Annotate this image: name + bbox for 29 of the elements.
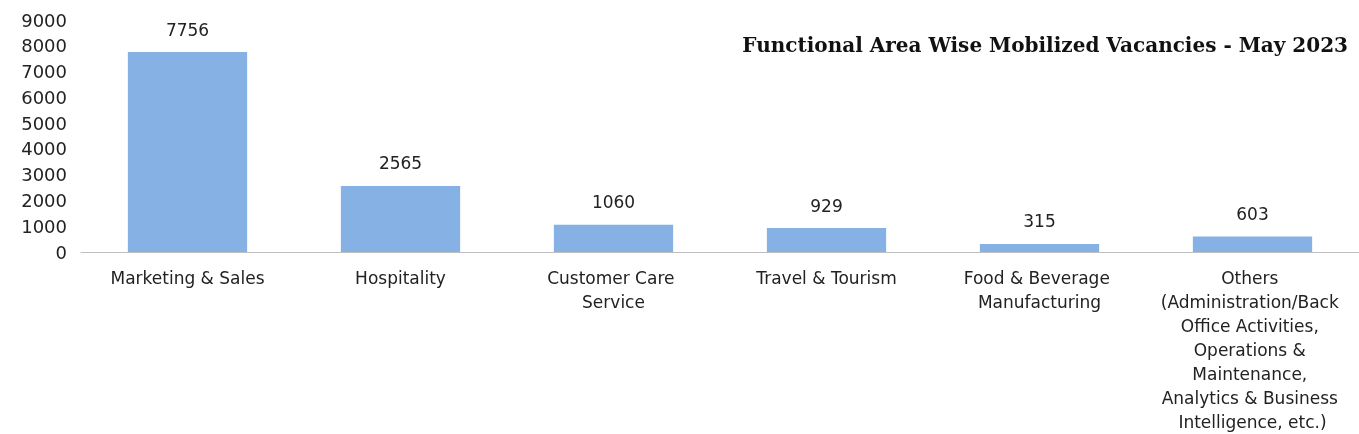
bar <box>979 243 1100 252</box>
y-tick-label: 6000 <box>21 86 67 108</box>
bar <box>340 185 461 252</box>
data-label: 2565 <box>378 153 423 174</box>
data-label: 7756 <box>165 19 210 40</box>
x-tick-label: Others (Administration/Back Office Activities, Operations & Maintenance, Analytics & Business Intelligence, etc.) <box>1160 268 1345 432</box>
x-tick-label: Customer Care Service <box>547 268 680 312</box>
x-tick-label: Hospitality <box>355 268 446 288</box>
data-label: 1060 <box>591 192 636 213</box>
x-tick-label: Travel & Tourism <box>755 268 897 288</box>
bar <box>553 224 674 252</box>
y-tick-label: 3000 <box>21 164 67 186</box>
y-tick-label: 8000 <box>21 35 67 57</box>
y-tick-label: 2000 <box>21 189 67 211</box>
data-label: 315 <box>1023 211 1056 232</box>
x-tick-label: Marketing & Sales <box>110 268 265 288</box>
data-label: 929 <box>810 195 843 216</box>
text: Functional Area Wise Mobilized Vacancies - May 2023 <box>742 33 1349 57</box>
bar <box>127 52 248 252</box>
x-tick-label: Food & Beverage Manufacturing <box>963 268 1116 312</box>
y-tick-label: 0 <box>55 241 67 263</box>
y-tick-label: 5000 <box>21 112 67 134</box>
y-tick-label: 1000 <box>21 215 67 237</box>
y-tick-label: 7000 <box>21 61 67 83</box>
y-tick-label: 9000 <box>21 9 67 31</box>
data-label: 603 <box>1236 203 1269 224</box>
y-tick-label: 4000 <box>21 138 67 160</box>
bar <box>766 228 887 252</box>
bar <box>1192 236 1313 252</box>
